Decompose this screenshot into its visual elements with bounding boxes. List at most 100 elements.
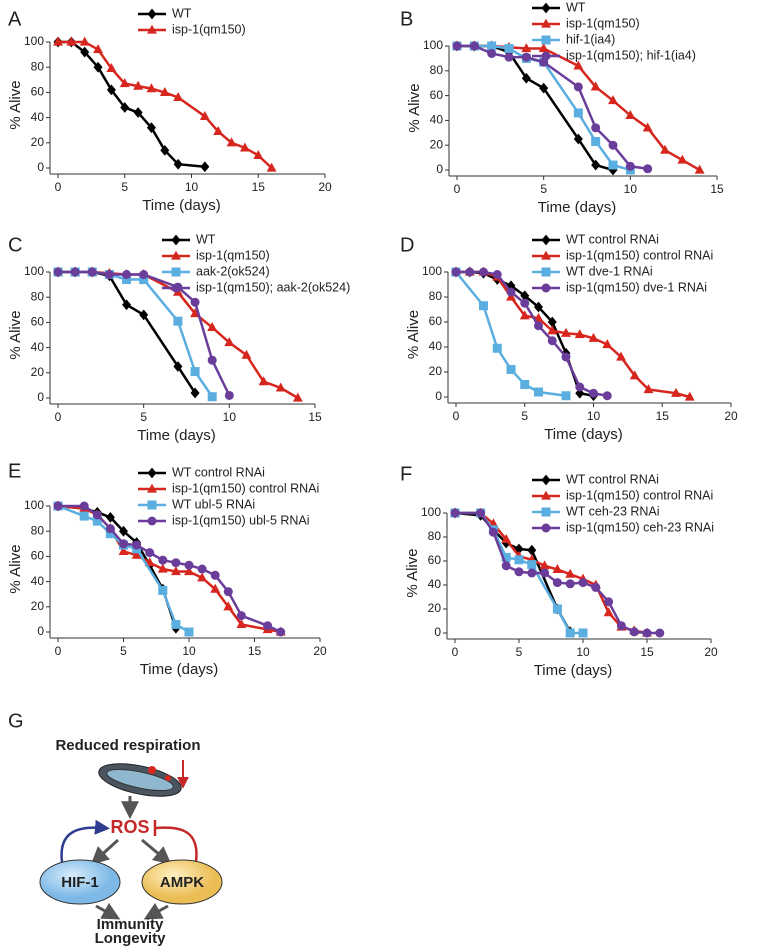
panel-label: B xyxy=(400,8,413,30)
marker xyxy=(608,140,618,150)
y-tick-label: 100 xyxy=(24,498,44,512)
y-tick-label: 0 xyxy=(435,389,442,403)
marker xyxy=(671,387,681,397)
y-tick-label: 40 xyxy=(31,110,45,124)
y-tick-label: 100 xyxy=(24,264,44,278)
marker xyxy=(106,63,117,73)
marker xyxy=(521,52,531,62)
y-tick-label: 40 xyxy=(430,113,444,127)
marker xyxy=(534,387,543,397)
marker xyxy=(534,321,543,331)
marker xyxy=(527,560,537,570)
y-tick-label: 0 xyxy=(434,625,441,639)
marker xyxy=(501,552,511,562)
chart: E 0 20 40 60 80 100 0 5 10 15 20 Time (days) % Alive W… xyxy=(7,460,327,678)
x-tick-label: 20 xyxy=(704,645,718,659)
marker xyxy=(146,83,157,93)
marker xyxy=(604,597,614,607)
marker xyxy=(173,158,183,170)
y-tick-label: 100 xyxy=(422,264,442,278)
marker xyxy=(578,578,588,588)
marker xyxy=(190,367,200,377)
marker xyxy=(534,301,543,313)
arrow xyxy=(143,902,169,920)
marker xyxy=(506,287,516,297)
marker xyxy=(578,628,588,638)
marker xyxy=(139,309,149,321)
marker xyxy=(519,310,530,320)
x-tick-label: 5 xyxy=(516,645,523,659)
marker xyxy=(625,161,635,171)
marker xyxy=(199,110,210,120)
legend-label: WT control RNAi xyxy=(566,472,659,486)
marker xyxy=(629,627,639,637)
marker xyxy=(501,534,512,543)
marker xyxy=(122,275,132,285)
legend-label: WT control RNAi xyxy=(566,232,659,246)
marker xyxy=(573,60,584,70)
marker xyxy=(450,508,460,518)
marker xyxy=(520,290,530,302)
marker xyxy=(573,108,583,118)
marker xyxy=(119,525,128,537)
marker xyxy=(608,95,618,105)
x-tick-label: 15 xyxy=(308,410,322,424)
marker xyxy=(239,142,250,152)
y-tick-label: 20 xyxy=(31,365,45,379)
marker xyxy=(207,355,217,365)
marker xyxy=(575,382,585,392)
marker xyxy=(476,508,486,518)
diagram-node: Immunity xyxy=(97,916,164,933)
marker xyxy=(677,154,688,164)
legend-label: hif-1(ia4) xyxy=(566,32,615,46)
marker xyxy=(642,628,652,638)
arrow xyxy=(90,838,120,865)
marker xyxy=(258,376,269,386)
legend-label: isp-1(qm150) ceh-23 RNAi xyxy=(566,520,714,534)
marker xyxy=(479,267,488,277)
legend-marker xyxy=(147,8,157,20)
y-tick-label: 60 xyxy=(429,314,443,328)
feedback-arrow xyxy=(60,819,110,863)
marker xyxy=(253,150,264,159)
marker xyxy=(53,36,63,46)
legend-label: isp-1(qm150) ubl-5 RNAi xyxy=(172,513,310,527)
marker xyxy=(589,388,598,398)
marker xyxy=(236,619,247,629)
x-tick-label: 5 xyxy=(521,409,528,423)
marker xyxy=(552,578,562,588)
marker xyxy=(133,80,144,90)
marker xyxy=(521,72,531,84)
y-axis-title: % Alive xyxy=(7,544,24,593)
marker xyxy=(184,627,194,637)
marker xyxy=(504,52,514,62)
marker xyxy=(190,387,200,399)
y-tick-label: 0 xyxy=(436,162,443,176)
marker xyxy=(200,161,210,173)
diagram: G Reduced respiration ROS HIF-1 AMPK Imm… xyxy=(8,710,223,947)
marker xyxy=(132,540,142,550)
marker xyxy=(241,349,252,359)
diagram-node: ROS xyxy=(110,817,149,837)
x-tick-label: 10 xyxy=(185,180,199,194)
y-tick-label: 20 xyxy=(428,601,442,615)
marker xyxy=(565,568,576,578)
marker xyxy=(224,337,235,347)
marker xyxy=(79,501,89,511)
marker xyxy=(122,299,132,311)
marker xyxy=(547,316,557,328)
marker xyxy=(452,41,462,51)
y-tick-label: 80 xyxy=(31,59,45,73)
marker xyxy=(602,339,613,349)
legend-label: WT ubl-5 RNAi xyxy=(172,497,255,511)
legend-marker xyxy=(541,18,551,28)
marker xyxy=(527,544,537,556)
x-axis-title: Time (days) xyxy=(137,427,216,444)
y-tick-label: 0 xyxy=(37,160,44,174)
marker xyxy=(575,387,585,399)
marker xyxy=(173,92,184,102)
marker xyxy=(104,270,114,280)
marker xyxy=(53,267,63,277)
legend-marker xyxy=(147,467,157,479)
x-tick-label: 5 xyxy=(540,182,547,196)
